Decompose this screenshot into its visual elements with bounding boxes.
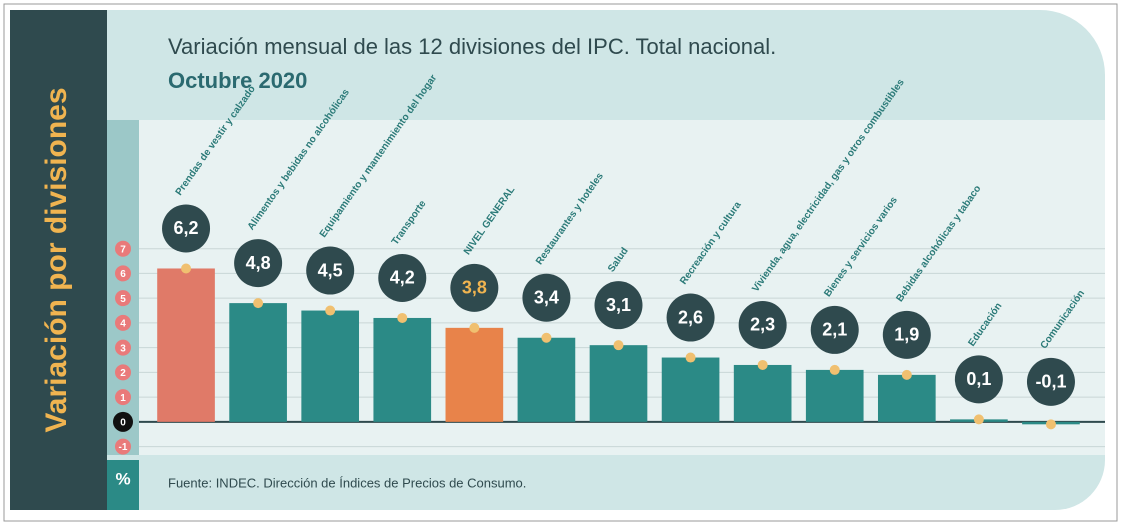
bar-dot (469, 322, 480, 333)
bar-dot (541, 332, 552, 343)
bar-dot (325, 305, 336, 316)
side-panel (10, 10, 107, 510)
value-label: 0,1 (966, 369, 991, 389)
value-label: 4,8 (246, 253, 271, 273)
bar-dot (829, 364, 840, 375)
value-label: 4,5 (318, 260, 343, 280)
tick-dot (115, 240, 131, 257)
tick-dot (115, 290, 131, 307)
value-badge (810, 305, 859, 354)
value-label: 2,6 (678, 307, 703, 327)
value-label: 6,2 (174, 218, 199, 238)
tick-dot (115, 438, 131, 455)
chart-subtitle: Octubre 2020 (168, 68, 307, 93)
bar (517, 337, 576, 422)
footer-panel (107, 455, 1105, 510)
value-badge (234, 239, 283, 288)
bar (157, 268, 215, 422)
y-tick-label: 0 (120, 417, 126, 428)
value-badge (738, 300, 787, 349)
value-badge (378, 253, 427, 302)
y-tick-label: 4 (120, 319, 126, 330)
source: Fuente: INDEC. Dirección de Índices de P… (168, 475, 526, 490)
y-tick-label: 6 (120, 269, 126, 280)
value-badge (450, 263, 499, 312)
value-badge (666, 293, 715, 342)
bar (445, 327, 504, 422)
value-label: 2,3 (750, 315, 775, 335)
value-label: 4,2 (390, 268, 415, 288)
unit-label: % (115, 469, 130, 488)
bar-dot (397, 312, 408, 323)
value-badge (522, 273, 571, 322)
value-label: 1,9 (894, 325, 919, 345)
value-label: 3,1 (606, 295, 631, 315)
tick-dot (115, 339, 131, 356)
bar-dot (973, 414, 984, 425)
value-badge (882, 310, 931, 359)
bar-dot (757, 359, 768, 370)
bar-dot (253, 298, 264, 309)
tick-dot (113, 411, 133, 432)
tick-dot (115, 364, 131, 381)
y-tick-label: 7 (120, 244, 126, 255)
bar-dot (685, 352, 696, 363)
y-tick-label: 5 (120, 294, 126, 305)
bar (733, 364, 792, 422)
value-badge (162, 204, 211, 253)
value-label: -0,1 (1035, 372, 1066, 392)
bar-dot (901, 369, 912, 380)
bar (229, 303, 287, 422)
bar-dot (1045, 419, 1056, 430)
bar (373, 317, 432, 422)
value-badge (1026, 357, 1075, 406)
bar-dot (613, 340, 624, 351)
title-panel (107, 10, 1105, 120)
chart-title: Variación mensual de las 12 divisiones d… (168, 34, 776, 59)
bar (661, 357, 720, 422)
y-tick-label: 1 (120, 393, 126, 404)
bar (301, 310, 360, 422)
value-badge (954, 355, 1003, 404)
unit-box (107, 460, 139, 510)
tick-dot (115, 389, 131, 406)
bar (805, 369, 864, 422)
value-badge (594, 281, 643, 330)
side-title: Variación por divisiones (40, 87, 73, 432)
tick-dot (115, 314, 131, 331)
y-tick-label: 2 (120, 368, 126, 379)
value-label: 3,4 (534, 287, 559, 307)
bar-dot (181, 263, 192, 274)
bar (589, 345, 648, 422)
tick-dot (115, 265, 131, 282)
y-tick-label: -1 (119, 442, 128, 453)
y-tick-label: 3 (120, 343, 126, 354)
value-badge (306, 246, 355, 295)
value-label: 3,8 (462, 278, 487, 298)
bar (877, 374, 936, 422)
value-label: 2,1 (822, 320, 847, 340)
